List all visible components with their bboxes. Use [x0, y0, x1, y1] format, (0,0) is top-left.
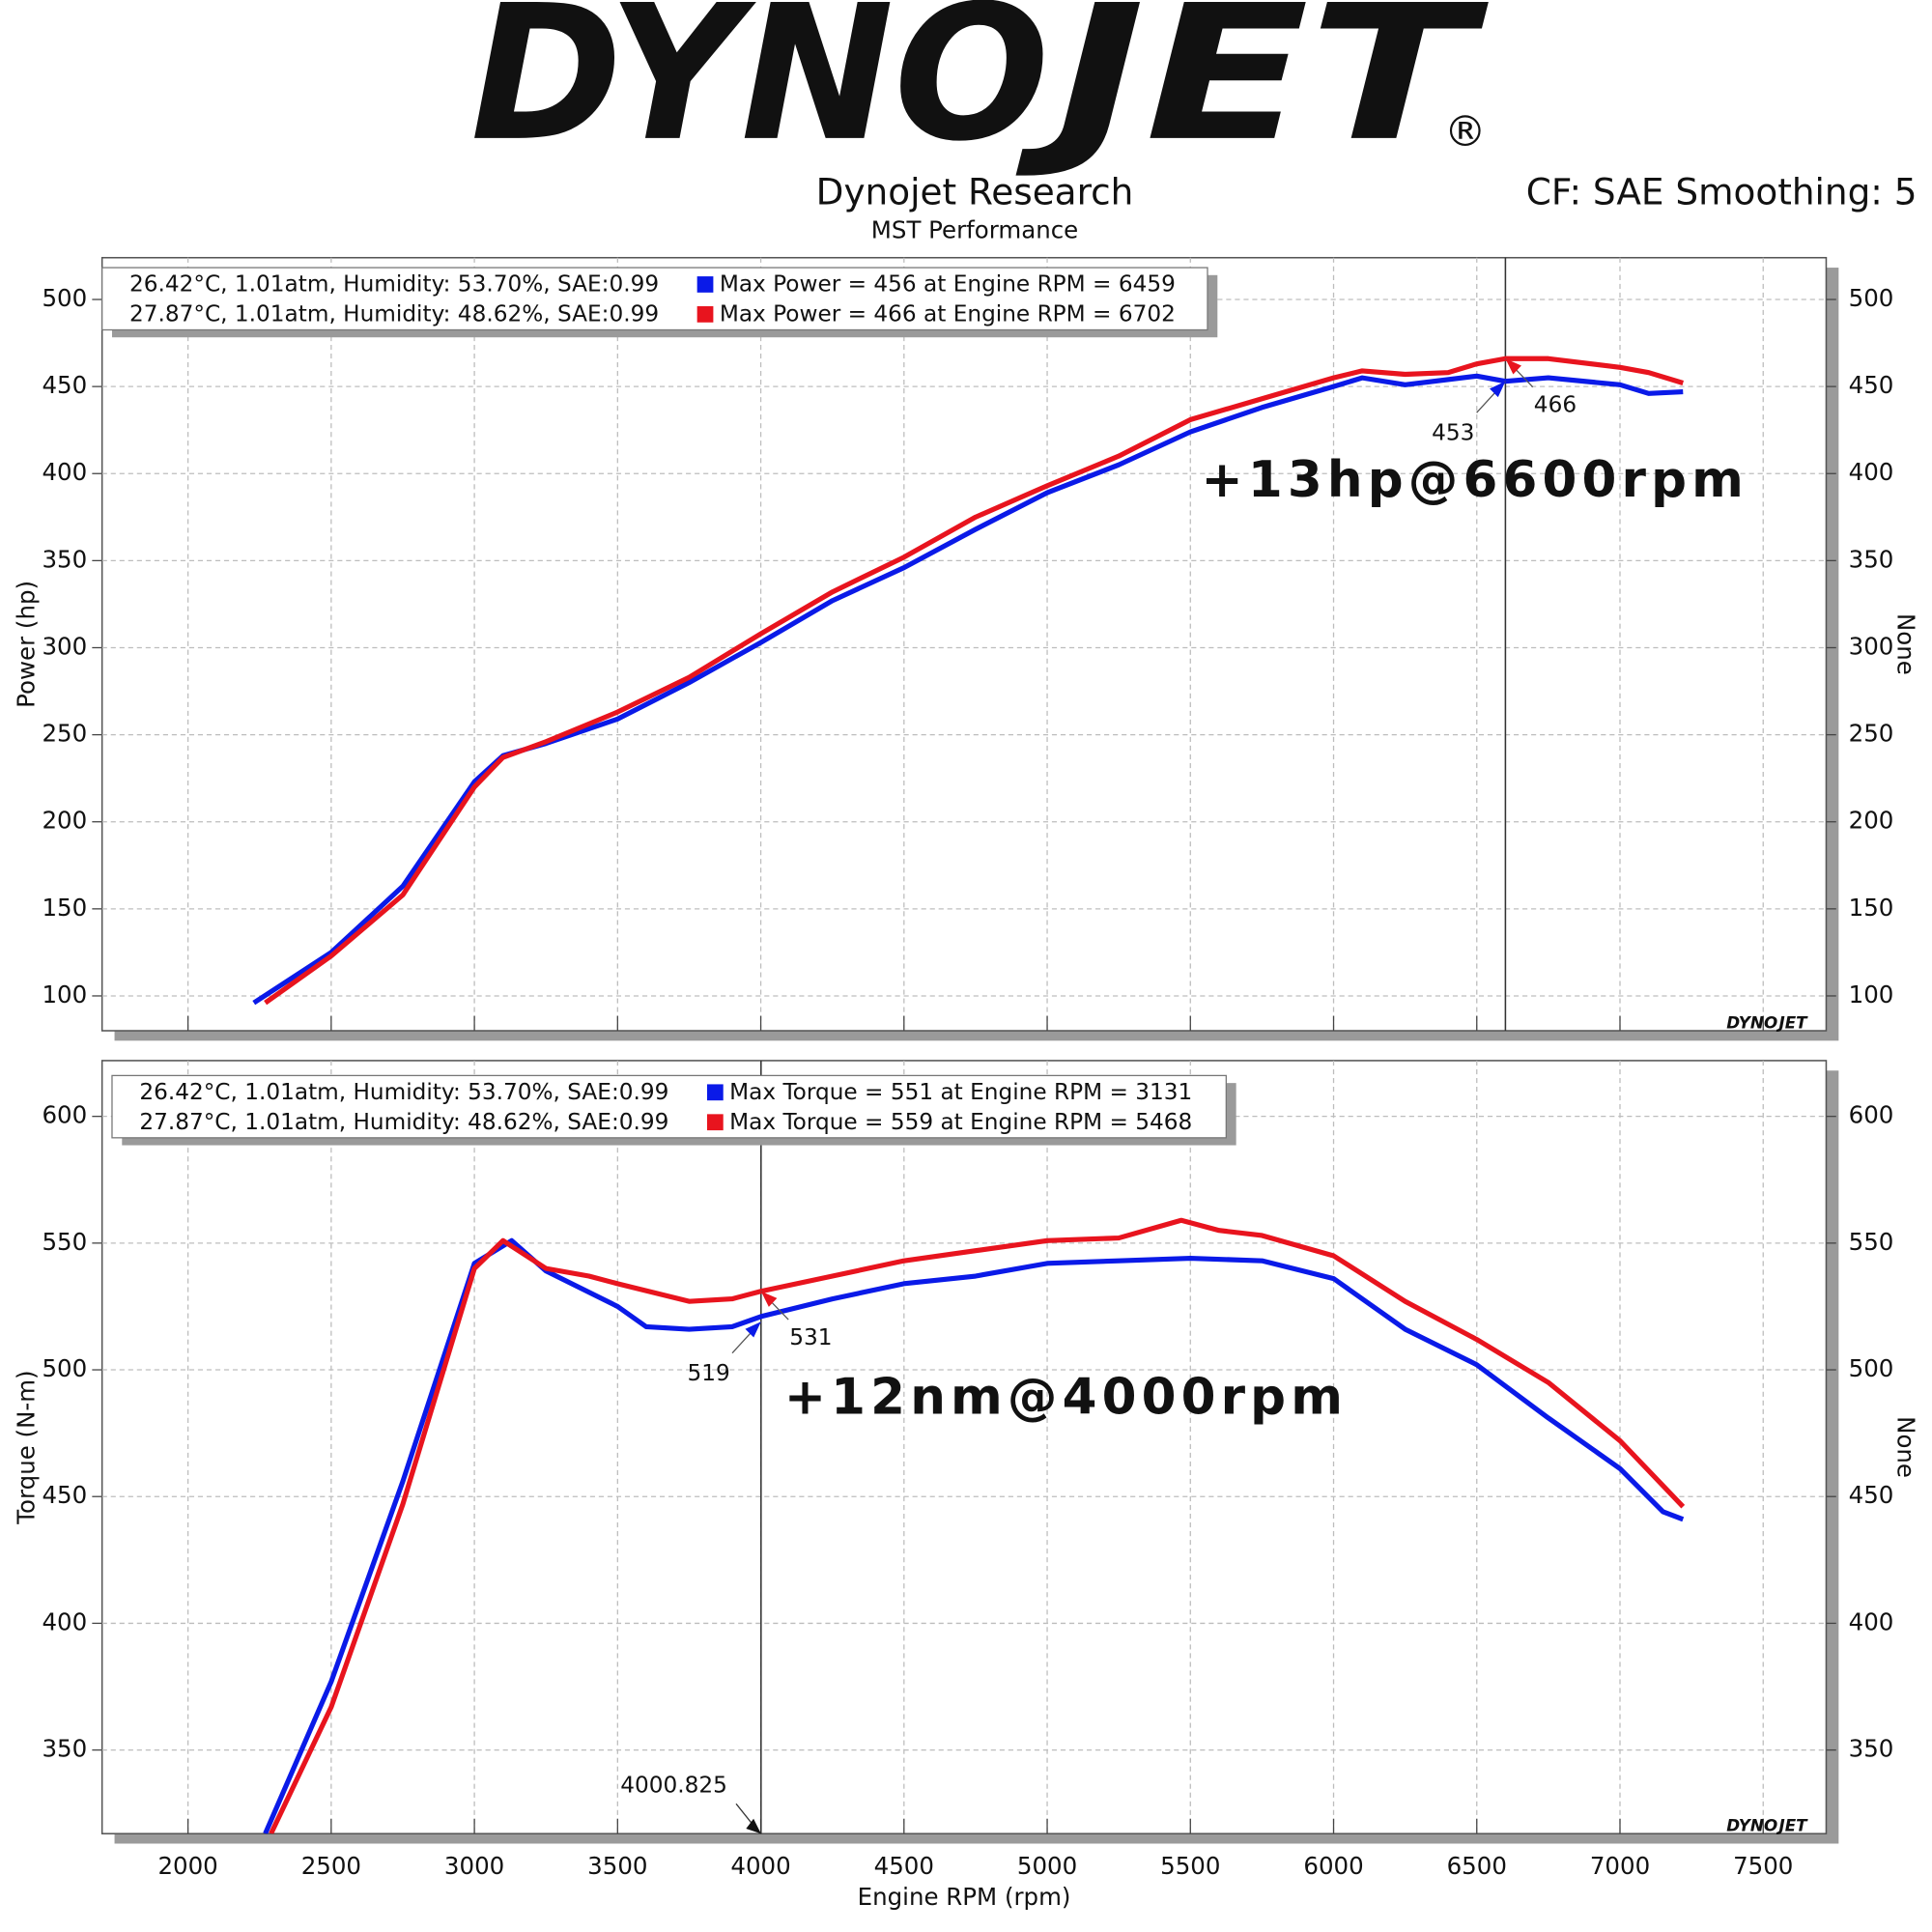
y2-tick-label: 400: [1849, 458, 1894, 486]
annotation-label: 466: [1534, 392, 1577, 418]
y2-tick-label: 600: [1849, 1101, 1894, 1129]
x-tick-label: 2500: [301, 1852, 361, 1880]
y2-tick-label: 200: [1849, 807, 1894, 835]
legend-label: Max Power = 466 at Engine RPM = 6702: [720, 301, 1176, 327]
series-line: [269, 1217, 1686, 1834]
y2-tick-label: 500: [1849, 284, 1894, 312]
logo-jet: JET: [1014, 0, 1489, 183]
y-tick-label: 300: [42, 632, 87, 660]
y2-tick-label: 100: [1849, 980, 1894, 1009]
x-tick-label: 7500: [1733, 1852, 1793, 1880]
annotation-arrowhead: [1505, 358, 1521, 375]
y2-axis-label: None: [1892, 1416, 1920, 1478]
legend-conditions: 27.87°C, 1.01atm, Humidity: 48.62%, SAE:…: [129, 301, 659, 327]
y-tick-label: 550: [42, 1228, 87, 1256]
legend-swatch: [696, 276, 714, 293]
plot-area: [100, 1060, 1828, 1834]
x-tick-label: 2000: [157, 1852, 217, 1880]
annotation-label: 519: [688, 1360, 730, 1386]
x-tick-label: 5500: [1160, 1852, 1220, 1880]
x-tick-label: 3000: [444, 1852, 504, 1880]
registered-mark: ®: [1444, 107, 1487, 156]
series-line: [264, 355, 1685, 1006]
correction-info: CF: SAE Smoothing: 5: [1526, 171, 1918, 213]
series-line: [263, 1237, 1685, 1834]
plot-area: [100, 256, 1828, 1032]
logo-dyno: DYNO: [470, 0, 1049, 183]
watermark-jet: JET: [1776, 1815, 1808, 1834]
legend-label: Max Power = 456 at Engine RPM = 6459: [720, 271, 1176, 298]
legend-box: [111, 1074, 1227, 1139]
legend-swatch: [696, 306, 714, 323]
y2-axis-label: None: [1892, 613, 1920, 675]
x-tick-label: 5000: [1017, 1852, 1077, 1880]
legend-conditions: 26.42°C, 1.01atm, Humidity: 53.70%, SAE:…: [139, 1079, 668, 1105]
y-tick-label: 200: [42, 807, 87, 835]
series-group: [263, 1217, 1686, 1834]
y2-tick-label: 300: [1849, 632, 1894, 660]
cursor-arrowhead: [746, 1818, 761, 1834]
y-tick-label: 150: [42, 894, 87, 922]
x-tick-label: 6500: [1447, 1852, 1507, 1880]
y-tick-label: 350: [42, 545, 87, 573]
annotation-label: 531: [789, 1324, 832, 1350]
legend-swatch: [706, 1084, 724, 1101]
watermark-dyno: DYNO: [1726, 1012, 1777, 1032]
y-tick-label: 400: [42, 1607, 87, 1635]
legend-conditions: 26.42°C, 1.01atm, Humidity: 53.70%, SAE:…: [129, 271, 659, 298]
y-tick-label: 400: [42, 458, 87, 486]
cursor-label: 4000.825: [620, 1773, 727, 1799]
x-tick-label: 4000: [730, 1852, 790, 1880]
y-tick-label: 450: [42, 1481, 87, 1509]
annotation-note: +12nm@4000rpm: [784, 1369, 1348, 1427]
y-tick-label: 100: [42, 980, 87, 1009]
annotation-arrowhead: [760, 1291, 778, 1307]
y2-tick-label: 150: [1849, 894, 1894, 922]
y-axis-label: Power (hp): [12, 581, 40, 708]
y-tick-label: 500: [42, 1354, 87, 1382]
y2-tick-label: 450: [1849, 1481, 1894, 1509]
legend-conditions: 27.87°C, 1.01atm, Humidity: 48.62%, SAE:…: [139, 1109, 668, 1135]
y2-tick-label: 350: [1849, 545, 1894, 573]
x-tick-label: 6000: [1303, 1852, 1363, 1880]
annotation-label: 453: [1432, 419, 1474, 445]
y2-tick-label: 400: [1849, 1607, 1894, 1635]
y-tick-label: 450: [42, 371, 87, 399]
report-subtitle: MST Performance: [871, 216, 1078, 244]
annotation-note: +13hp@6600rpm: [1202, 451, 1748, 509]
report-title: Dynojet Research: [816, 171, 1134, 213]
y2-tick-label: 550: [1849, 1228, 1894, 1256]
annotation-arrowhead: [1490, 381, 1506, 398]
y2-tick-label: 450: [1849, 371, 1894, 399]
legend-label: Max Torque = 551 at Engine RPM = 3131: [729, 1079, 1192, 1105]
x-axis-label: Engine RPM (rpm): [858, 1883, 1071, 1911]
y-tick-label: 600: [42, 1101, 87, 1129]
watermark-jet: JET: [1776, 1012, 1808, 1032]
watermark-dyno: DYNO: [1726, 1815, 1777, 1834]
y2-tick-label: 250: [1849, 720, 1894, 748]
y-tick-label: 250: [42, 720, 87, 748]
y2-tick-label: 500: [1849, 1354, 1894, 1382]
legend-label: Max Torque = 559 at Engine RPM = 5468: [729, 1109, 1192, 1135]
y-tick-label: 500: [42, 284, 87, 312]
y-tick-label: 350: [42, 1735, 87, 1763]
x-tick-label: 4500: [874, 1852, 934, 1880]
y-axis-label: Torque (N-m): [12, 1370, 40, 1524]
x-tick-label: 3500: [587, 1852, 647, 1880]
y2-tick-label: 350: [1849, 1735, 1894, 1763]
legend-swatch: [706, 1114, 724, 1131]
x-tick-label: 7000: [1590, 1852, 1650, 1880]
annotation-arrowhead: [745, 1321, 761, 1338]
legend-box: [101, 267, 1208, 331]
